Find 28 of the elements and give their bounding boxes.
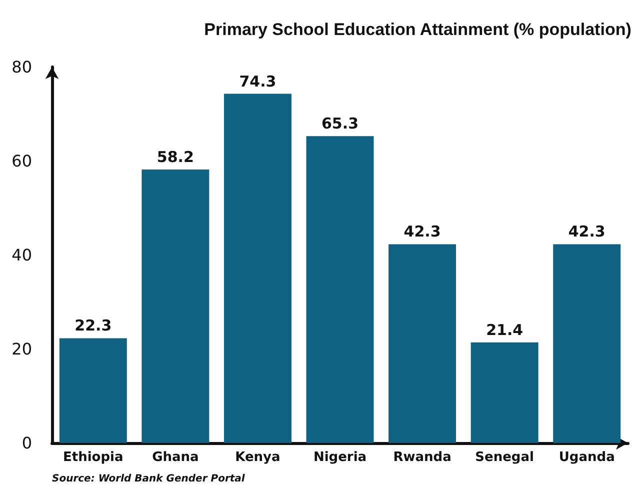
source-note: Source: World Bank Gender Portal — [52, 474, 246, 484]
x-tick-label: Nigeria — [313, 450, 367, 465]
y-tick-label: 80 — [12, 58, 32, 76]
x-tick-label: Ghana — [152, 450, 199, 465]
data-label: 22.3 — [74, 316, 112, 335]
data-label: 21.4 — [486, 320, 524, 339]
chart-title: Primary School Education Attainment (% population) — [204, 20, 632, 39]
x-tick-label: Kenya — [235, 450, 280, 465]
data-label: 58.2 — [156, 148, 194, 166]
y-tick-label: 40 — [12, 246, 32, 264]
bar — [306, 136, 374, 443]
x-tick-label: Senegal — [475, 450, 534, 465]
bar — [553, 244, 621, 443]
bar — [388, 244, 456, 443]
x-tick-label: Rwanda — [393, 450, 452, 465]
bar — [142, 169, 210, 443]
bar — [59, 338, 127, 443]
bar — [470, 342, 538, 443]
bar — [224, 94, 292, 443]
y-tick-label: 60 — [12, 152, 32, 170]
data-label: 42.3 — [568, 222, 606, 241]
data-label: 65.3 — [321, 114, 359, 133]
y-tick-label: 0 — [22, 434, 32, 452]
data-label: 74.3 — [239, 72, 276, 90]
x-tick-label: Ethiopia — [63, 450, 124, 465]
x-tick-label: Uganda — [558, 450, 615, 465]
data-label: 42.3 — [404, 222, 441, 241]
y-tick-label: 20 — [12, 340, 32, 358]
